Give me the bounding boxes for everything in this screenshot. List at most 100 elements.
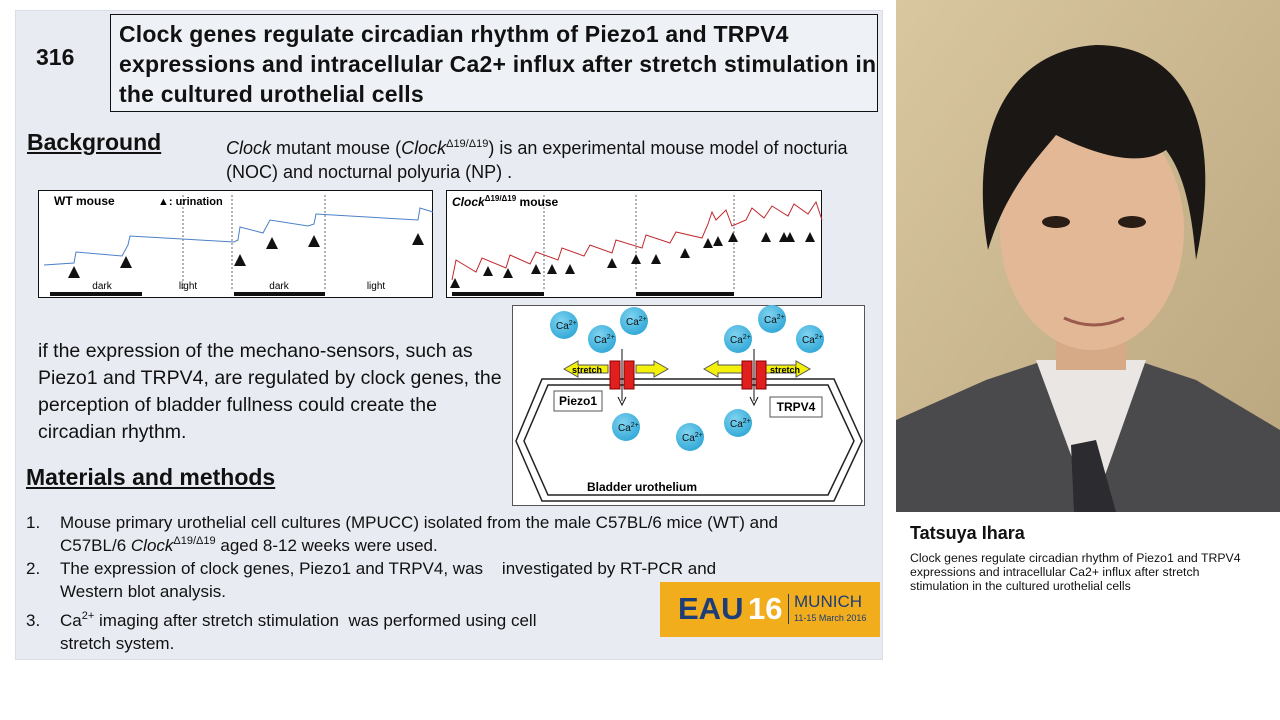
- ion-charge: 2+: [631, 422, 639, 429]
- text: Mouse primary urothelial cell cultures (…: [60, 513, 779, 555]
- phase-label: light: [179, 281, 198, 292]
- item-number: 1.: [26, 513, 41, 532]
- urination-markers: [68, 233, 424, 278]
- ion-label: Ca2+: [556, 320, 577, 332]
- ion-symbol: Ca: [626, 317, 639, 328]
- cell-inner: [523, 384, 855, 496]
- ion: [620, 307, 648, 335]
- influx-arrows: [617, 349, 759, 407]
- slide-number: 316: [36, 44, 75, 70]
- logo-city: MUNICH: [794, 592, 862, 611]
- mouth: [1063, 316, 1125, 327]
- logo-name: EAU: [678, 591, 744, 626]
- ion-charge: 2+: [607, 334, 615, 341]
- frame: [446, 190, 822, 298]
- text: aged 8-12 weeks were used.: [215, 536, 438, 555]
- label-box: [553, 390, 603, 412]
- ion-charge: 2+: [815, 334, 823, 341]
- section-heading: Materials and methods: [26, 464, 276, 490]
- background-text: Clock mutant mouse (ClockΔ19/Δ19) is an …: [226, 136, 866, 184]
- section-heading: Background: [27, 129, 162, 155]
- eye: [1118, 216, 1146, 228]
- logo: EAU 16 MUNICH 11-15 March 2016: [660, 582, 880, 637]
- ion-symbol: Ca: [730, 335, 743, 346]
- slide-title: Clock genes regulate circadian rhythm of…: [110, 14, 878, 112]
- method-item: 1. Mouse primary urothelial cell cultures…: [26, 511, 846, 557]
- tie: [1071, 440, 1116, 512]
- ion-charge: 2+: [569, 320, 577, 327]
- phase-label: dark: [92, 281, 112, 292]
- ion-label: Ca2+: [802, 334, 823, 346]
- channel-label: Piezo1: [559, 394, 597, 408]
- ion-symbol: Ca: [730, 419, 743, 430]
- logo-year: 16: [748, 591, 783, 626]
- cell: [515, 378, 863, 502]
- superscript: Δ19/Δ19: [446, 138, 489, 150]
- stretch-arrows: [562, 360, 812, 378]
- item-number: 3.: [26, 611, 41, 630]
- label-italic: Clock: [452, 195, 486, 209]
- ion: [724, 325, 752, 353]
- shirt: [1036, 360, 1146, 512]
- ion: [612, 413, 640, 441]
- superscript: 2+: [81, 610, 95, 622]
- ion: [796, 325, 824, 353]
- ion-charge: 2+: [639, 316, 647, 323]
- method-item: 3. Ca2+ imaging after stretch stimulation…: [26, 609, 560, 655]
- hypothesis: if the expression of the mechano-sensors…: [38, 340, 502, 443]
- ion: [676, 423, 704, 451]
- text: ) is an experimental mouse model of noct…: [226, 138, 848, 182]
- stretch-label: stretch: [572, 365, 602, 375]
- wt-figure: WT mouse ▲: urination dark light dark li…: [38, 190, 434, 298]
- text: Ca: [60, 611, 82, 630]
- ion-charge: 2+: [743, 334, 751, 341]
- mechanosensor-diagram: stretch stretch Piezo1 TRPV4 Bladder uro…: [512, 305, 865, 506]
- logo-dates: 11-15 March 2016: [794, 613, 867, 623]
- ion-symbol: Ca: [802, 335, 815, 346]
- ion-label: Ca2+: [594, 334, 615, 346]
- channels: [609, 360, 767, 390]
- text-italic: Clock: [130, 536, 174, 555]
- text: The expression of clock genes, Piezo1 an…: [60, 559, 721, 601]
- figure-label: WT mouse: [54, 194, 115, 208]
- ion-label: Ca2+: [730, 334, 751, 346]
- methods-list: 1. Mouse primary urothelial cell cultures…: [26, 511, 846, 655]
- ion: [758, 305, 786, 333]
- superscript: Δ19/Δ19: [173, 535, 216, 547]
- figure-label: ClockΔ19/Δ19 mouse: [452, 194, 559, 209]
- hair: [982, 45, 1206, 260]
- ion-charge: 2+: [743, 418, 751, 425]
- method-item: 2. The expression of clock genes, Piezo1 …: [26, 557, 740, 603]
- ion-label: Ca2+: [618, 422, 639, 434]
- urination-markers: [450, 232, 815, 288]
- phase-label: dark: [269, 281, 289, 292]
- logo-divider: [788, 594, 789, 624]
- label-suffix: mouse: [516, 195, 558, 209]
- superscript: Δ19/Δ19: [485, 194, 517, 203]
- item-number: 2.: [26, 559, 41, 578]
- ion: [724, 409, 752, 437]
- stretch-label: stretch: [770, 365, 800, 375]
- figure-legend: ▲: urination: [158, 196, 223, 208]
- ion-symbol: Ca: [764, 315, 777, 326]
- talk-title: Clock genes regulate circadian rhythm of…: [910, 551, 1241, 593]
- ion-symbol: Ca: [556, 321, 569, 332]
- ion-label: Ca2+: [682, 432, 703, 444]
- ion-symbol: Ca: [594, 335, 607, 346]
- eye: [1042, 216, 1070, 228]
- text: imaging after stretch stimulation was pe…: [60, 611, 542, 653]
- text: mutant mouse (: [271, 138, 402, 158]
- ion-charge: 2+: [777, 314, 785, 321]
- phase-label: light: [367, 281, 386, 292]
- speaker-video: [896, 0, 1280, 512]
- trace: [43, 207, 434, 266]
- trace: [451, 200, 823, 281]
- clock-figure: ClockΔ19/Δ19 mouse: [446, 190, 823, 298]
- ion-charge: 2+: [695, 432, 703, 439]
- ions: Ca2+Ca2+Ca2+Ca2+Ca2+Ca2+Ca2+Ca2+Ca2+: [550, 305, 824, 451]
- channel-label: TRPV4: [777, 400, 816, 414]
- diagram-caption: Bladder urothelium: [587, 480, 697, 494]
- label-box: [769, 396, 823, 418]
- text-italic: Clock: [401, 138, 447, 158]
